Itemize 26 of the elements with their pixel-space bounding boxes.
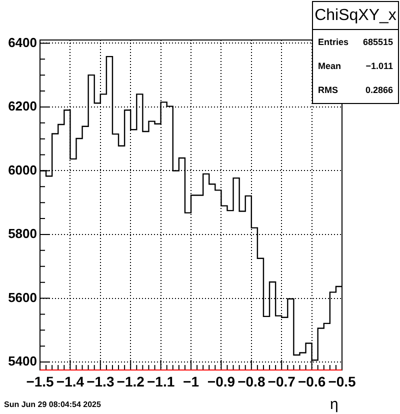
y-tick-label: 6200: [8, 98, 37, 114]
annotation: Entries: [318, 36, 349, 49]
x-tick-label: −0.8: [238, 373, 266, 390]
x-tick-label: −0.6: [298, 373, 326, 390]
y-tick-label: 5800: [8, 226, 37, 242]
x-tick-label: −1.5: [26, 373, 54, 390]
x-tick-label: −0.7: [268, 373, 296, 390]
y-tick-label: 6000: [8, 162, 37, 178]
x-axis-title: η: [330, 396, 338, 413]
text: 0.2866: [365, 84, 393, 97]
y-tick-label: 6400: [8, 34, 37, 50]
x-tick-label: −1.2: [116, 373, 145, 390]
x-tick-label: −1.4: [56, 373, 84, 390]
x-tick-label: −1.1: [146, 373, 175, 390]
x-tick-label: −1.3: [86, 373, 114, 390]
annotation: RMS: [318, 84, 338, 97]
y-tick-label: 5600: [8, 290, 37, 305]
x-tick-label: −0.5: [328, 373, 356, 390]
text: Sun Jun 29 08:04:54 2025: [4, 400, 101, 409]
annotation: Mean: [318, 60, 342, 73]
text: −1.011: [366, 60, 393, 73]
x-tick-label: −1: [183, 373, 200, 390]
chart-title: ChiSqXY_x: [313, 2, 398, 30]
y-tick-label: 5400: [8, 354, 37, 369]
text: 685515: [362, 36, 393, 49]
x-tick-label: −0.9: [207, 373, 236, 390]
